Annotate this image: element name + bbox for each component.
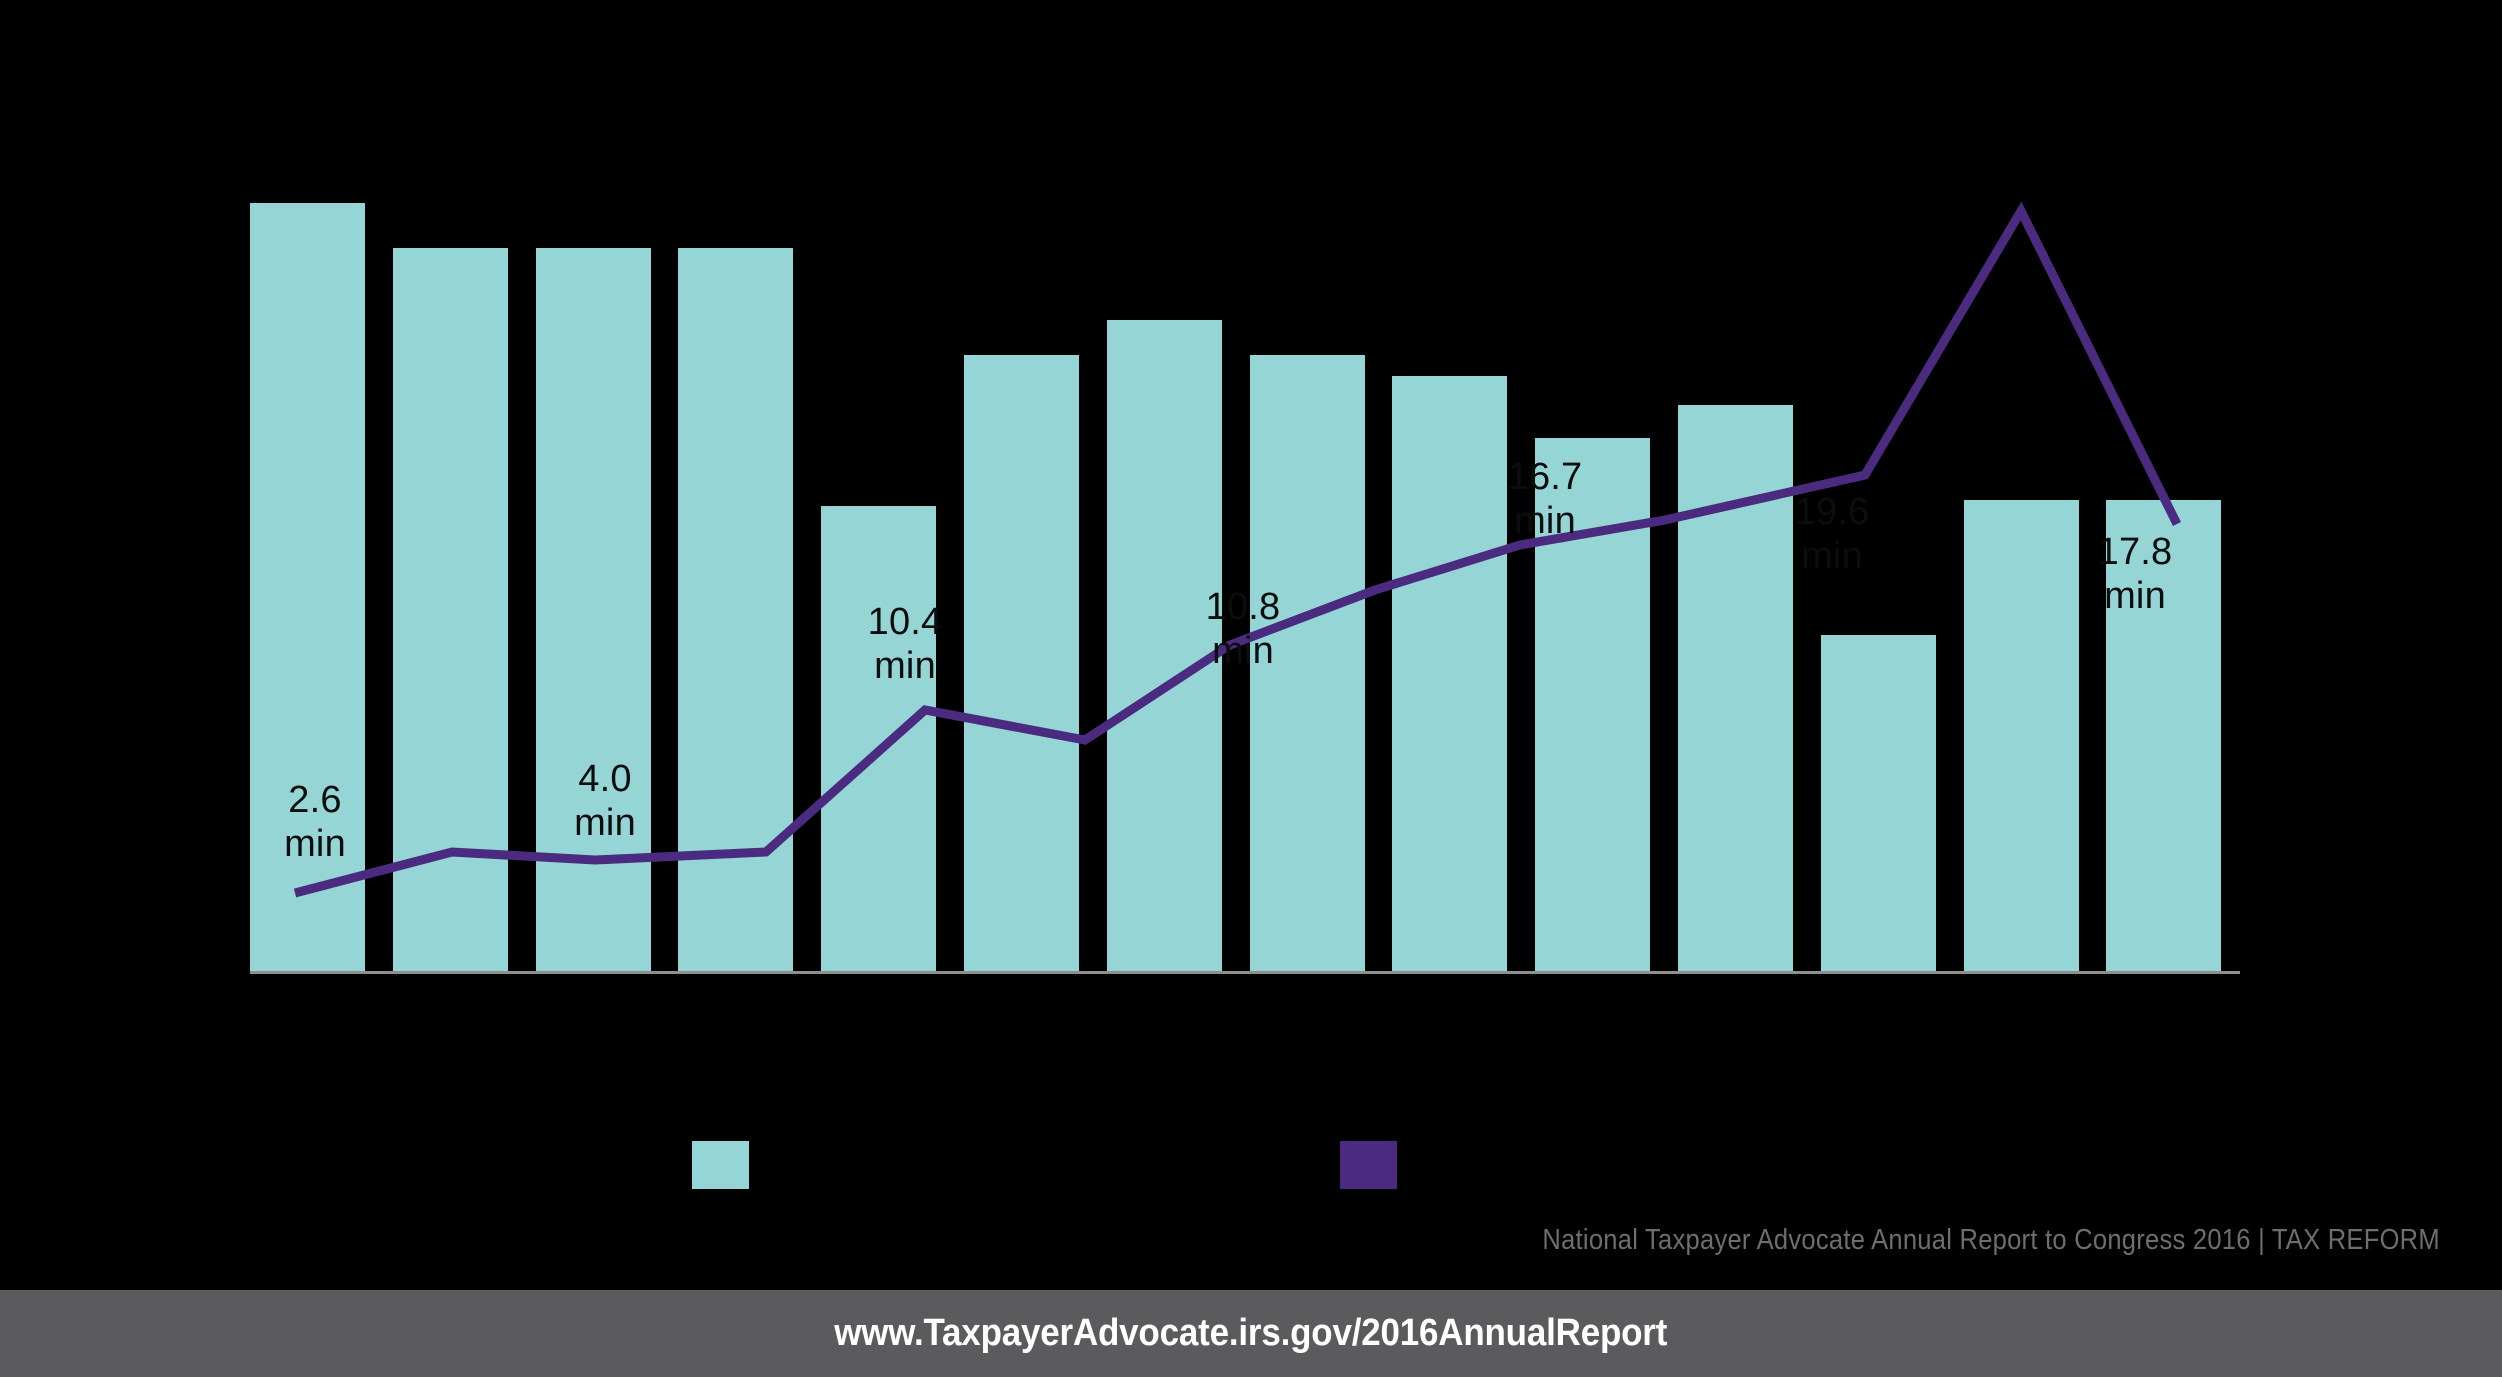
data-label-unit: min [574,802,636,844]
legend-item-1[interactable] [1340,1141,1415,1189]
data-label-16-7: 16.7 min [1470,455,1620,543]
data-label-4-0: 4.0 min [530,757,680,845]
data-label-unit: min [284,823,346,865]
data-label-17-8: 17.8 min [2060,530,2210,618]
data-label-value: 19.6 [1794,491,1870,533]
report-url-text[interactable]: www.TaxpayerAdvocate.irs.gov/2016AnnualR… [834,1312,1668,1354]
data-label-2-6: 2.6 min [240,778,390,866]
data-label-value: 10.4 [867,601,943,643]
line-swatch [1340,1141,1397,1189]
data-label-unit: min [2104,575,2166,617]
data-label-value: 2.6 [288,779,342,821]
bar-3 [536,248,651,972]
bar-8 [1250,355,1365,972]
data-label-unit: min [874,645,936,687]
data-label-10-4: 10.4 min [830,600,980,688]
legend-item-0[interactable] [692,1141,767,1189]
data-label-value: 16.7 [1507,456,1583,498]
bar-14 [2106,500,2221,972]
bar-9 [1392,376,1507,972]
trend-polyline [293,201,2182,898]
bar-1 [250,203,365,972]
chart-legend [0,1105,2502,1189]
bar-6 [964,355,1079,972]
attribution-text: National Taxpayer Advocate Annual Report… [1542,1224,2440,1256]
bar-7 [1107,320,1222,972]
footer-bar: www.TaxpayerAdvocate.irs.gov/2016AnnualR… [0,1290,2502,1377]
data-label-value: 4.0 [578,758,632,800]
bar-12 [1821,635,1936,972]
data-label-unit: min [1212,630,1274,672]
data-label-10-8: 10.8 min [1168,585,1318,673]
data-label-unit: min [1801,535,1863,577]
plot-area: 2.6 min 4.0 min 10.4 min 10.8 min 16.7 min 19.6 min… [240,201,2240,974]
bar-5 [821,506,936,972]
bar-13 [1964,500,2079,972]
bar-swatch [692,1141,749,1189]
x-axis-line [250,971,2240,974]
data-label-value: 10.8 [1205,586,1281,628]
data-label-19-6: 19.6 min [1757,490,1907,578]
data-label-value: 17.8 [2097,531,2173,573]
data-label-unit: min [1514,500,1576,542]
line-series [293,201,2182,898]
